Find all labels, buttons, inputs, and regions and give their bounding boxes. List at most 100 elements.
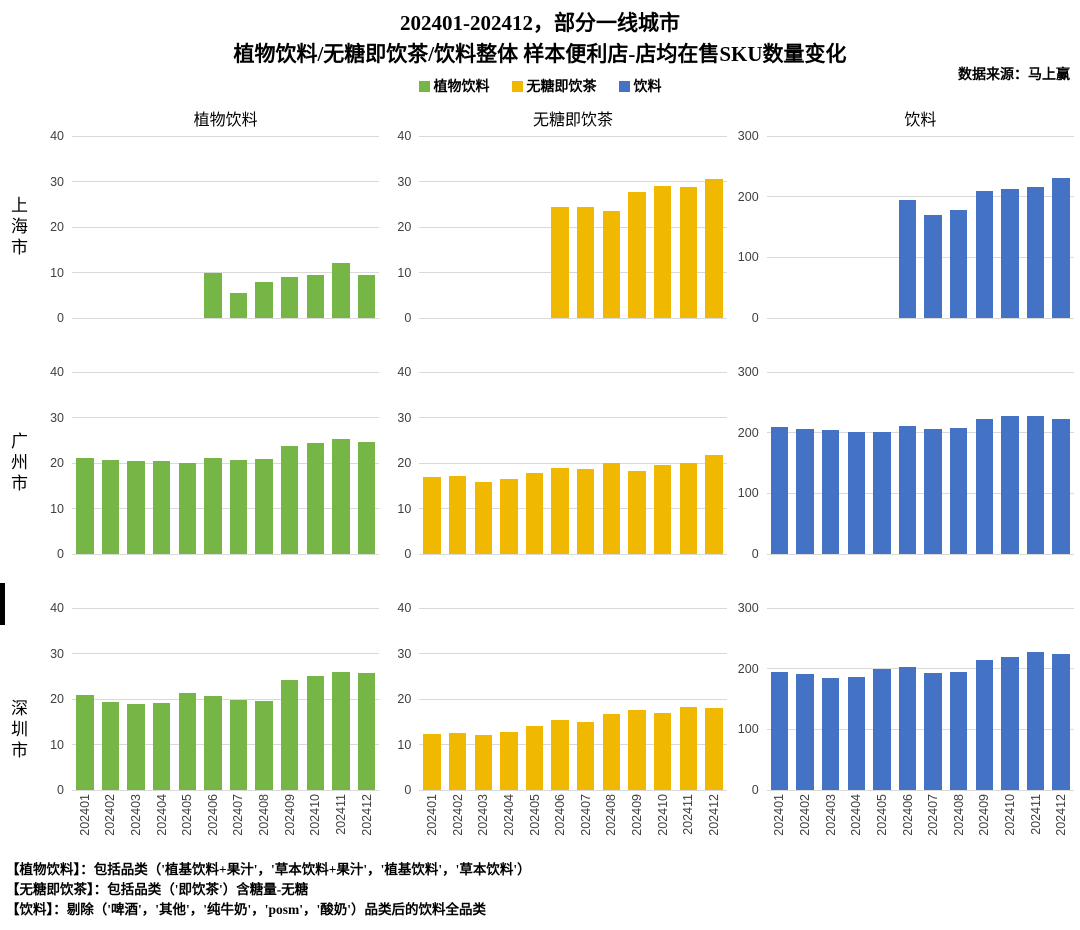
x-tick-label: 202401 xyxy=(425,794,440,836)
y-axis-0-0: 0 10 20 30 40 xyxy=(32,129,72,325)
bar-202401 xyxy=(76,695,94,790)
bar-slot xyxy=(573,608,599,790)
plot-area-1-2 xyxy=(766,371,1074,555)
bar-202406 xyxy=(551,720,569,790)
gridline xyxy=(72,653,380,654)
bar-slot xyxy=(251,136,277,318)
y-tick-label: 0 xyxy=(404,311,412,325)
bar-202409 xyxy=(280,679,299,790)
bar-slot xyxy=(522,608,548,790)
bars-container xyxy=(72,372,379,554)
bar-slot xyxy=(624,608,650,790)
bar-202409 xyxy=(628,191,646,318)
x-label-slot: 202404 xyxy=(496,790,522,852)
bar-202411 xyxy=(679,706,697,790)
x-tick-label: 202402 xyxy=(103,794,118,836)
plot-stack xyxy=(766,135,1074,319)
bar-202409 xyxy=(628,470,646,554)
bar-slot xyxy=(946,372,972,554)
bar-202412 xyxy=(357,673,376,790)
x-label-slot: 202407 xyxy=(920,790,946,852)
bar-slot xyxy=(650,372,676,554)
row-label-cell: 上海市 xyxy=(2,136,32,318)
bar-202406 xyxy=(204,695,222,790)
y-axis-2-0: 0 10 20 30 40 xyxy=(32,601,72,797)
bar-slot xyxy=(200,136,226,318)
bar-202410 xyxy=(1001,657,1019,790)
footnotes: 【植物饮料】：包括品类（'植基饮料+果汁'，'草本饮料+果汁'，'植基饮料'，'… xyxy=(0,858,1080,920)
x-tick-label: 202409 xyxy=(282,794,297,836)
gridline xyxy=(419,607,727,609)
bar-slot xyxy=(302,372,328,554)
bar-slot xyxy=(149,372,175,554)
bar-202409 xyxy=(975,419,994,554)
bar-202401 xyxy=(770,427,789,554)
bar-slot xyxy=(547,608,573,790)
y-tick-label: 10 xyxy=(50,501,64,516)
chart-header: 202401-202412，部分一线城市 植物饮料/无糖即饮茶/饮料整体 样本便… xyxy=(0,0,1080,96)
x-label-slot: 202404 xyxy=(843,790,869,852)
bar-slot xyxy=(354,136,380,318)
gridline xyxy=(419,553,727,555)
footnote-plant: 【植物饮料】：包括品类（'植基饮料+果汁'，'草本饮料+果汁'，'植基饮料'，'… xyxy=(6,862,531,877)
footnote-tea: 【无糖即饮茶】：包括品类（'即饮茶'）含糖量-无糖 xyxy=(6,882,309,897)
bar-202407 xyxy=(924,429,942,554)
plot-area-1-1 xyxy=(419,371,727,555)
row-label-city: 广州市 xyxy=(8,431,27,495)
bar-202403 xyxy=(821,430,840,554)
bar-slot xyxy=(946,136,972,318)
plot-stack: 202401 202402 202403 202404 202405 202406 2024… xyxy=(72,607,380,852)
bar-202411 xyxy=(679,187,697,318)
y-tick-label: 40 xyxy=(50,129,64,143)
bar-slot xyxy=(277,608,303,790)
bar-slot xyxy=(1023,608,1049,790)
plot-stack: 202401 202402 202403 202404 202405 202406 2024… xyxy=(766,607,1074,852)
gridline xyxy=(72,226,380,228)
x-axis-labels: 202401 202402 202403 202404 202405 202406 2024… xyxy=(767,790,1074,852)
bar-202411 xyxy=(332,263,350,318)
x-label-slot: 202408 xyxy=(251,790,277,852)
gridline xyxy=(72,744,380,745)
bar-slot xyxy=(624,372,650,554)
y-tick-label: 0 xyxy=(751,783,759,797)
bar-202410 xyxy=(306,274,324,318)
bar-202405 xyxy=(873,432,891,554)
gridline xyxy=(72,607,380,609)
bar-slot xyxy=(650,136,676,318)
bar-slot xyxy=(328,136,354,318)
bar-slot xyxy=(972,608,998,790)
y-tick-label: 20 xyxy=(397,220,412,234)
plot-stack xyxy=(72,135,380,319)
bar-slot xyxy=(1048,372,1074,554)
bar-202412 xyxy=(1052,653,1070,790)
bar-202407 xyxy=(577,721,595,790)
bars-container xyxy=(419,372,726,554)
bar-slot xyxy=(818,136,844,318)
bar-202411 xyxy=(332,672,350,790)
plot-area-0-2 xyxy=(766,135,1074,319)
bar-202408 xyxy=(950,210,968,318)
gridline xyxy=(766,371,1074,373)
bar-slot xyxy=(920,608,946,790)
bar-202412 xyxy=(1052,418,1070,554)
y-tick-label: 40 xyxy=(397,129,412,143)
bar-slot xyxy=(496,372,522,554)
bar-202409 xyxy=(975,190,994,318)
bar-slot xyxy=(277,372,303,554)
plot-stack: 202401 202402 202403 202404 202405 202406 2024… xyxy=(419,607,727,852)
left-edge-artifact xyxy=(0,583,5,625)
row-label-cell: 广州市 xyxy=(2,372,32,554)
subplot-0-2: 0 100 200 300 xyxy=(727,129,1074,325)
y-tick-label: 30 xyxy=(50,174,64,189)
bar-202406 xyxy=(898,666,917,790)
bar-202411 xyxy=(332,439,350,554)
x-label-slot: 202412 xyxy=(354,790,380,852)
y-tick-label: 100 xyxy=(737,722,759,737)
bar-slot xyxy=(72,608,98,790)
subplot-1-0: 0 10 20 30 40 xyxy=(32,365,380,561)
bar-slot xyxy=(149,608,175,790)
bar-slot xyxy=(419,136,445,318)
bar-202404 xyxy=(152,461,171,554)
x-tick-label: 202412 xyxy=(706,794,721,836)
y-tick-label: 0 xyxy=(751,311,759,325)
